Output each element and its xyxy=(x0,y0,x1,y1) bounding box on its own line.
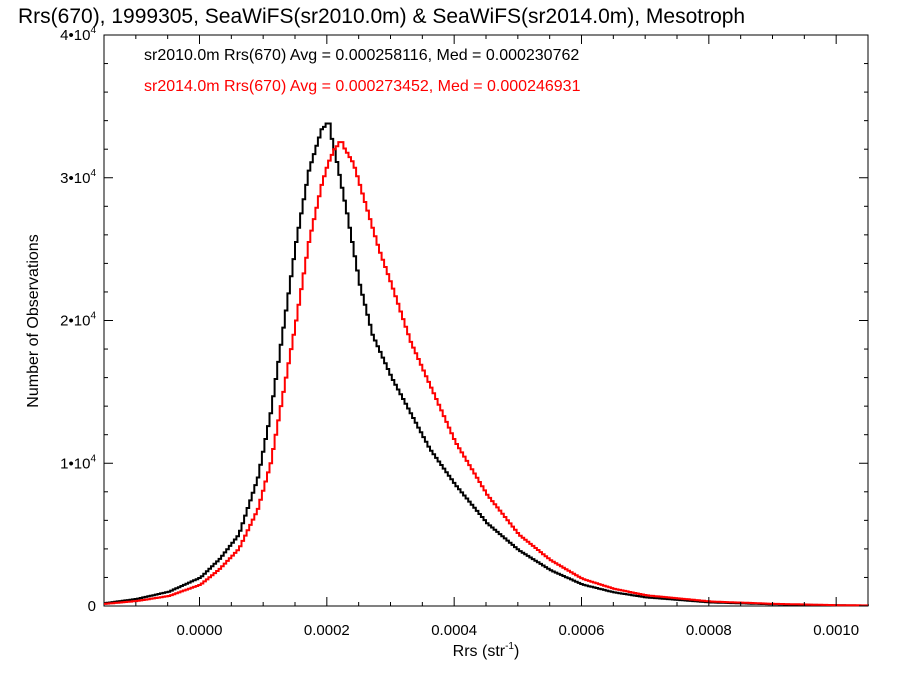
y-tick-label: 0 xyxy=(88,598,96,615)
histogram-line-series-2 xyxy=(104,141,868,607)
y-axis-label: Number of Observations xyxy=(25,234,42,407)
annotation-series-2-stats: sr2014.0m Rrs(670) Avg = 0.000273452, Me… xyxy=(144,78,581,95)
x-tick-label: 0.0010 xyxy=(813,622,859,639)
y-tick-label: 3•104 xyxy=(60,168,96,187)
x-axis-label: Rrs (str-1) xyxy=(453,641,520,660)
chart-title: Rrs(670), 1999305, SeaWiFS(sr2010.0m) & … xyxy=(18,5,745,28)
x-tick-label: 0.0000 xyxy=(177,622,223,639)
y-axis-ticks: 0 1•104 2•104 3•104 4•104 xyxy=(60,25,868,615)
histogram-line-series-1 xyxy=(104,122,869,607)
x-tick-label: 0.0004 xyxy=(431,622,477,639)
x-tick-label: 0.0002 xyxy=(304,622,350,639)
x-tick-label: 0.0006 xyxy=(559,622,605,639)
y-tick-label: 2•104 xyxy=(60,311,96,330)
y-tick-label: 1•104 xyxy=(60,453,96,472)
histogram-series xyxy=(104,122,869,607)
x-tick-label: 0.0008 xyxy=(686,622,732,639)
y-tick-label: 4•104 xyxy=(60,25,96,44)
annotation-series-1-stats: sr2010.0m Rrs(670) Avg = 0.000258116, Me… xyxy=(144,47,579,64)
x-axis-ticks: 0.0000 0.0002 0.0004 0.0006 0.0008 0.0010 xyxy=(135,35,859,639)
